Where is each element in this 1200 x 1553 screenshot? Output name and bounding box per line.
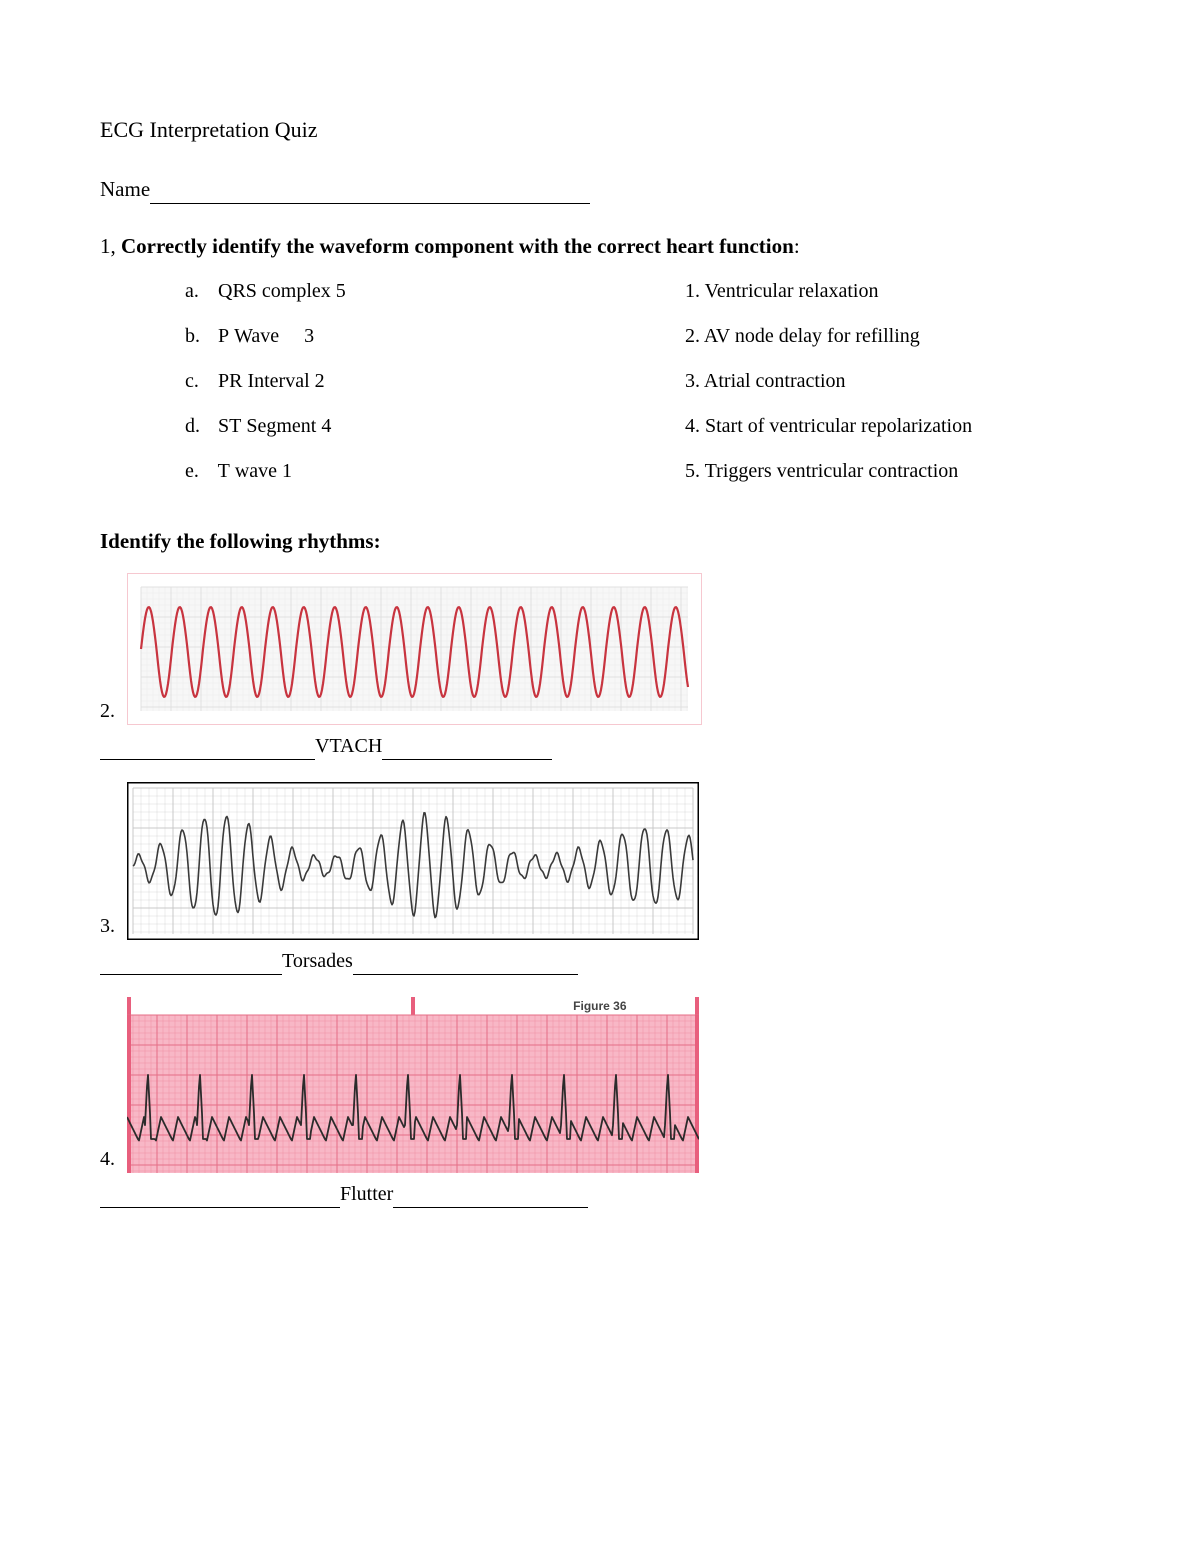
match-left-text: T wave 1 [218,460,292,482]
match-left-text: PR Interval 2 [218,370,325,392]
answer-underline-right [382,739,552,760]
match-right-text: AV node delay for refilling [704,325,920,347]
answer-line[interactable]: Torsades [100,948,1100,975]
match-letter: c. [185,368,213,395]
match-num: 2. [685,325,700,347]
matching-columns: a. QRS complex 5b. P Wave 3c. PR Interva… [100,278,1100,503]
match-letter: e. [185,458,213,485]
match-right-item: 1. Ventricular relaxation [685,278,972,305]
answer-underline-left [100,739,315,760]
rhythm-answer: Torsades [282,950,353,972]
rhythm-block: 2. VTACH [100,573,1100,760]
strip-row: 3. [100,782,1100,940]
match-num: 5. [685,460,700,482]
ecg-strip: Figure 36 [127,997,699,1173]
section2-heading: Identify the following rhythms: [100,527,1100,555]
match-letter: d. [185,413,213,440]
match-right-text: Triggers ventricular contraction [705,460,959,482]
rhythm-block: 3. Torsades [100,782,1100,975]
match-letter: a. [185,278,213,305]
rhythm-block: 4. Figure 36 Flutter [100,997,1100,1208]
match-left-item: e. T wave 1 [185,458,615,485]
match-right-item: 5. Triggers ventricular contraction [685,458,972,485]
q1-colon: : [794,234,800,258]
match-right-text: Atrial contraction [704,370,846,392]
rhythm-number: 3. [100,913,115,940]
ecg-strip [127,573,702,725]
answer-underline-right [393,1187,588,1208]
rhythm-answer: Flutter [340,1183,393,1205]
match-left-item: d. ST Segment 4 [185,413,615,440]
match-num: 4. [685,415,700,437]
answer-underline-left [100,1187,340,1208]
name-input-line[interactable] [150,183,590,204]
svg-text:Figure 36: Figure 36 [573,999,627,1013]
match-left-item: b. P Wave 3 [185,323,615,350]
q1-prompt: 1, Correctly identify the waveform compo… [100,232,1100,260]
strip-row: 2. [100,573,1100,725]
q1-text: Correctly identify the waveform componen… [121,234,794,258]
answer-underline-left [100,954,282,975]
match-left-item: a. QRS complex 5 [185,278,615,305]
match-right-text: Ventricular relaxation [705,280,879,302]
match-num: 1. [685,280,700,302]
name-row: Name [100,175,1100,204]
rhythms-container: 2. VTACH 3. Torsades 4. Figure 36 Flutter [100,573,1100,1208]
match-right-item: 3. Atrial contraction [685,368,972,395]
answer-line[interactable]: Flutter [100,1181,1100,1208]
match-right-item: 2. AV node delay for refilling [685,323,972,350]
answer-line[interactable]: VTACH [100,733,1100,760]
match-left-item: c. PR Interval 2 [185,368,615,395]
answer-underline-right [353,954,578,975]
rhythm-answer: VTACH [315,735,382,757]
matching-right-col: 1. Ventricular relaxation 2. AV node dela… [685,278,972,503]
match-letter: b. [185,323,213,350]
match-left-text: QRS complex 5 [218,280,346,302]
strip-row: 4. Figure 36 [100,997,1100,1173]
ecg-strip [127,782,699,940]
name-label: Name [100,177,150,201]
page: ECG Interpretation Quiz Name 1, Correctl… [0,0,1200,1553]
rhythm-number: 4. [100,1146,115,1173]
q1-number: 1, [100,234,116,258]
matching-left-col: a. QRS complex 5b. P Wave 3c. PR Interva… [100,278,615,503]
match-num: 3. [685,370,700,392]
rhythm-number: 2. [100,698,115,725]
document-title: ECG Interpretation Quiz [100,115,1100,145]
match-left-text: P Wave 3 [218,325,314,347]
match-right-item: 4. Start of ventricular repolarization [685,413,972,440]
match-right-text: Start of ventricular repolarization [705,415,972,437]
match-left-text: ST Segment 4 [218,415,331,437]
